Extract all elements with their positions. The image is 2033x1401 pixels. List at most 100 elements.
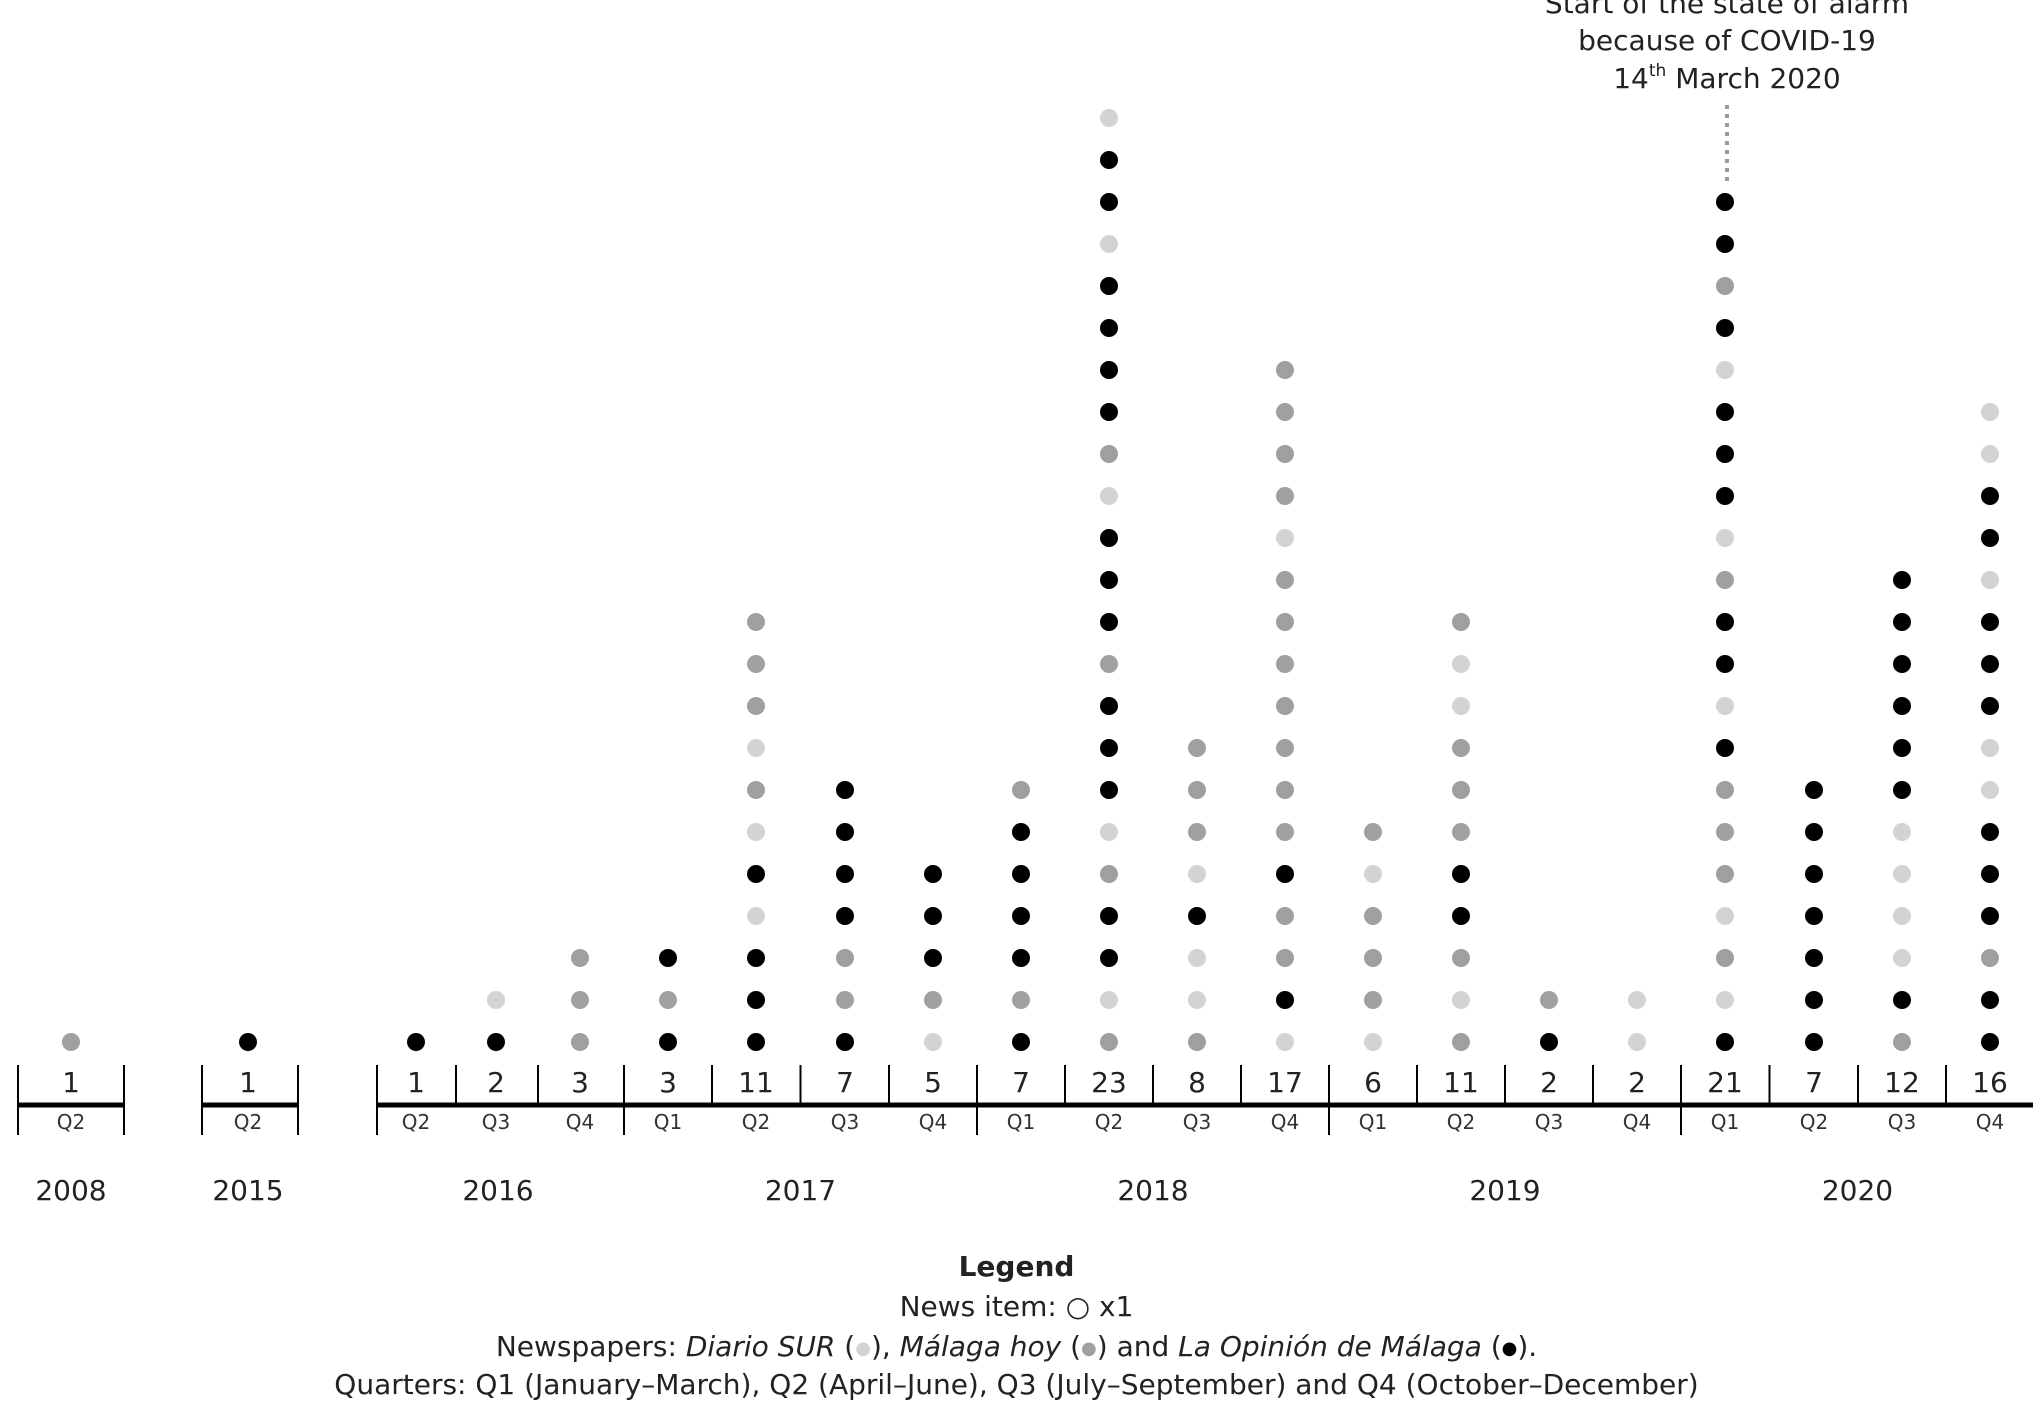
news-dot-2020-q2-2 [1805,991,1823,1009]
news-dot-2017-q4-2 [924,991,942,1009]
news-dot-2017-q3-1 [836,1033,854,1051]
news-dot-2020-q4-3 [1981,949,1999,967]
year-label-2015: 2015 [212,1174,283,1207]
quarter-label-2018-q4: Q4 [1271,1110,1299,1134]
count-label-2020-q2: 7 [1805,1066,1823,1099]
news-dot-2017-q2-10 [747,655,765,673]
count-label-2019-q3: 2 [1540,1066,1558,1099]
news-dot-2019-q2-10 [1452,655,1470,673]
news-dot-2017-q3-3 [836,949,854,967]
legend-sur-dot-icon: ● [855,1338,871,1359]
news-dot-2016-q3-2 [487,991,505,1009]
news-dot-2018-q2-16 [1100,403,1118,421]
news-dot-2020-q3-10 [1893,655,1911,673]
news-dot-2016-q3-1 [487,1033,505,1051]
news-dot-2020-q3-9 [1893,697,1911,715]
quarter-label-2018-q3: Q3 [1183,1110,1211,1134]
quarter-label-2018-q1: Q1 [1007,1110,1035,1134]
news-dot-2018-q1-1 [1012,1033,1030,1051]
quarter-label-2017-q2: Q2 [742,1110,770,1134]
news-dot-2020-q4-1 [1981,1033,1999,1051]
news-dot-2018-q3-6 [1188,823,1206,841]
news-dot-2020-q4-16 [1981,403,1999,421]
news-dot-2018-q3-3 [1188,949,1206,967]
news-dot-2018-q2-21 [1100,193,1118,211]
year-label-2019: 2019 [1469,1174,1540,1207]
annotation-day: 14 [1613,62,1649,95]
news-dot-2019-q2-3 [1452,949,1470,967]
news-dot-2018-q4-1 [1276,1033,1294,1051]
legend-opinion-dot-icon: ● [1501,1338,1518,1359]
news-dot-2019-q2-8 [1452,739,1470,757]
news-dot-2020-q4-6 [1981,823,1999,841]
count-label-2017-q3: 7 [836,1066,854,1099]
quarter-label-2020-q4: Q4 [1976,1110,2004,1134]
year-label-2017: 2017 [765,1174,836,1207]
news-dot-2020-q4-15 [1981,445,1999,463]
news-dot-2017-q2-7 [747,781,765,799]
legend-paper-sur: Diario SUR [685,1330,836,1363]
year-label-2020: 2020 [1822,1174,1893,1207]
news-dot-2016-q4-3 [571,949,589,967]
news-dot-2018-q3-4 [1188,907,1206,925]
news-dot-2020-q2-5 [1805,865,1823,883]
count-label-2018-q4: 17 [1267,1066,1303,1099]
news-dot-2019-q2-5 [1452,865,1470,883]
count-label-2019-q4: 2 [1628,1066,1646,1099]
quarter-label-2019-q4: Q4 [1623,1110,1651,1134]
news-dot-2018-q2-4 [1100,907,1118,925]
news-dot-2017-q3-7 [836,781,854,799]
quarter-label-2008-q2: Q2 [57,1110,85,1134]
news-dot-2018-q2-19 [1100,277,1118,295]
news-dot-2020-q1-3 [1716,949,1734,967]
news-dot-2017-q1-1 [659,1033,677,1051]
quarter-label-2017-q1: Q1 [654,1110,682,1134]
news-dot-2018-q4-10 [1276,655,1294,673]
quarter-label-2016-q3: Q3 [482,1110,510,1134]
news-dot-2019-q4-2 [1628,991,1646,1009]
legend-quarters: Quarters: Q1 (January–March), Q2 (April–… [334,1368,1699,1401]
news-dot-2019-q2-4 [1452,907,1470,925]
news-dot-2018-q2-11 [1100,613,1118,631]
news-dot-2017-q2-2 [747,991,765,1009]
news-dot-2019-q1-2 [1364,991,1382,1009]
news-dot-2018-q2-6 [1100,823,1118,841]
news-dot-2018-q4-9 [1276,697,1294,715]
news-dot-2020-q3-2 [1893,991,1911,1009]
count-label-2019-q2: 11 [1443,1066,1479,1099]
news-dot-2020-q1-20 [1716,235,1734,253]
news-dot-2020-q2-7 [1805,781,1823,799]
news-dot-2020-q4-14 [1981,487,1999,505]
news-dot-2020-q4-5 [1981,865,1999,883]
news-dot-2020-q2-3 [1805,949,1823,967]
news-dot-2019-q3-1 [1540,1033,1558,1051]
news-dot-2018-q4-15 [1276,445,1294,463]
news-dot-2020-q4-2 [1981,991,1999,1009]
quarter-label-2020-q1: Q1 [1711,1110,1739,1134]
news-dot-2017-q2-4 [747,907,765,925]
news-dot-2020-q4-11 [1981,613,1999,631]
news-dot-2020-q1-13 [1716,529,1734,547]
quarter-label-2016-q2: Q2 [402,1110,430,1134]
legend-paper-malaga-hoy: Málaga hoy [899,1330,1062,1363]
annotation-month-year: March 2020 [1666,62,1840,95]
news-dot-2018-q4-17 [1276,361,1294,379]
legend-newspapers-prefix: Newspapers: [495,1330,686,1363]
news-dot-2020-q4-13 [1981,529,1999,547]
news-dot-2018-q2-18 [1100,319,1118,337]
news-dot-2020-q1-16 [1716,403,1734,421]
year-label-2016: 2016 [462,1174,533,1207]
news-dot-2018-q4-13 [1276,529,1294,547]
news-dot-2018-q2-12 [1100,571,1118,589]
news-dot-2018-q2-3 [1100,949,1118,967]
covid-annotation: Start of the state of alarm because of C… [1545,0,1909,185]
news-dot-2020-q1-17 [1716,361,1734,379]
news-dot-2020-q4-7 [1981,781,1999,799]
news-dot-2017-q3-2 [836,991,854,1009]
news-dot-2018-q2-20 [1100,235,1118,253]
count-label-2018-q3: 8 [1188,1066,1206,1099]
news-dot-2020-q1-4 [1716,907,1734,925]
news-dot-2018-q4-2 [1276,991,1294,1009]
news-dot-2018-q1-5 [1012,865,1030,883]
news-dot-2020-q1-18 [1716,319,1734,337]
